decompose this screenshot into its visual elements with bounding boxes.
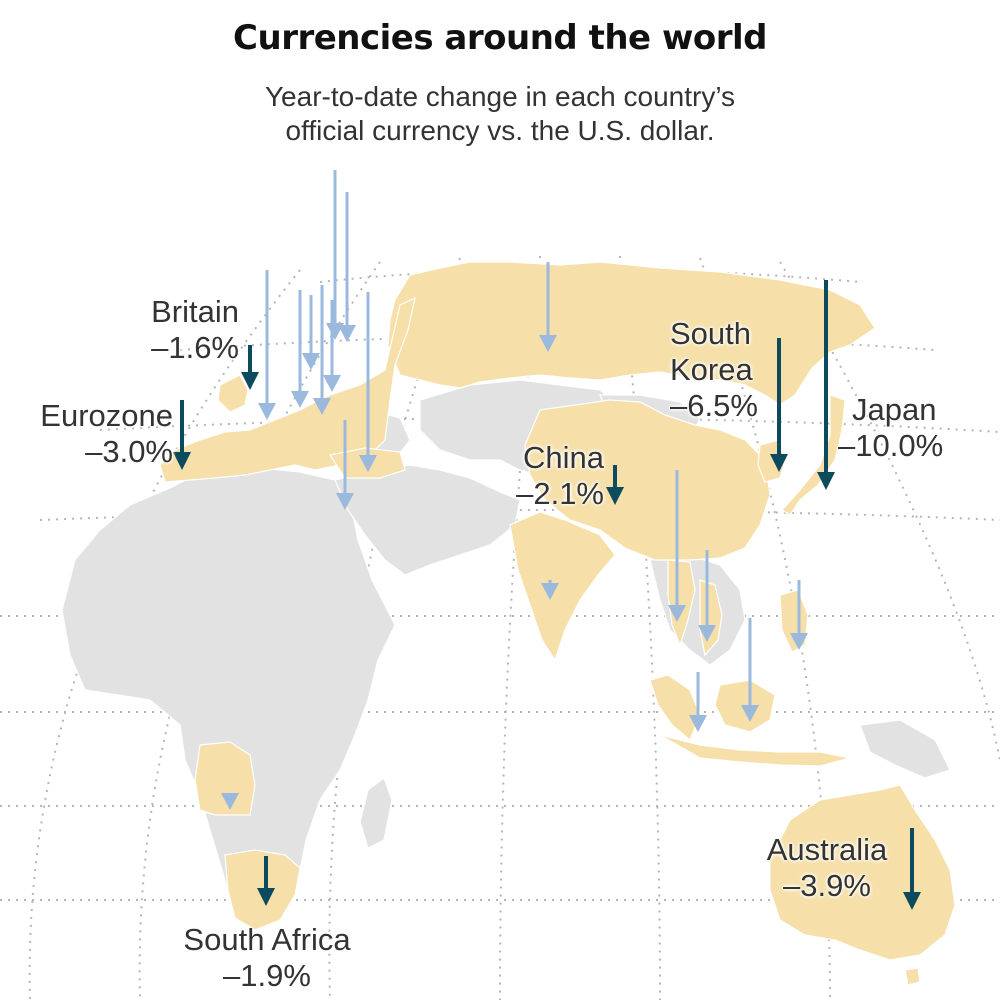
landmass-thailand — [667, 559, 696, 647]
label-china: China –2.1% — [516, 440, 604, 512]
label-britain: Britain –1.6% — [151, 294, 239, 366]
label-south-korea-name: South — [670, 316, 752, 351]
subtitle-line: official currency vs. the U.S. dollar. — [285, 115, 715, 146]
major-arrow-head — [770, 454, 788, 472]
minor-arrow — [258, 270, 276, 420]
label-britain-value: –1.6% — [151, 330, 239, 365]
landmass-indonesia — [659, 734, 851, 767]
label-china-name: China — [523, 440, 604, 475]
landmass-australia — [769, 784, 956, 961]
minor-arrow — [698, 550, 716, 642]
label-australia-name: Australia — [766, 832, 888, 867]
page-title: Currencies around the world — [233, 18, 767, 58]
landmass-philippines — [779, 589, 809, 653]
minor-arrow — [790, 580, 808, 650]
major-arrow — [770, 338, 788, 472]
minor-arrow-head — [689, 715, 707, 732]
minor-arrow — [326, 170, 344, 340]
landmass-tasmania — [904, 967, 921, 986]
minor-arrow — [302, 295, 320, 370]
minor-arrow-head — [221, 793, 239, 810]
major-arrow — [241, 345, 259, 390]
label-south-africa: South Africa –1.9% — [152, 922, 382, 994]
minor-arrow — [221, 793, 239, 810]
subtitle: Year-to-date change in each country’s of… — [0, 80, 1000, 148]
label-japan: Japan –10.0% — [838, 392, 943, 464]
minor-arrow-head — [539, 335, 557, 352]
major-arrow — [903, 828, 921, 910]
landmass-china — [524, 399, 771, 561]
land-highlighted — [159, 261, 956, 986]
minor-arrow — [313, 285, 331, 415]
landmass-russia — [387, 261, 876, 406]
minor-arrow-head — [338, 325, 356, 342]
minor-arrow — [323, 300, 341, 392]
arrows-major — [173, 280, 921, 910]
minor-arrow — [539, 262, 557, 352]
minor-arrow-head — [790, 633, 808, 650]
minor-arrow — [689, 672, 707, 732]
label-south-africa-value: –1.9% — [223, 958, 311, 993]
minor-arrow-head — [668, 605, 686, 622]
minor-arrow-head — [336, 493, 354, 510]
major-arrow-head — [257, 888, 275, 906]
minor-arrow-head — [291, 391, 309, 408]
major-arrow — [606, 465, 624, 505]
label-south-korea-name: Korea — [670, 352, 753, 387]
minor-arrow — [336, 420, 354, 510]
minor-arrow-head — [541, 583, 559, 600]
label-japan-name: Japan — [852, 392, 937, 427]
major-arrow — [257, 856, 275, 906]
label-china-value: –2.1% — [516, 476, 604, 511]
landmass-malaysia — [649, 674, 701, 741]
landmass-britain — [217, 374, 249, 413]
major-arrow-head — [817, 472, 835, 490]
major-arrow-head — [241, 372, 259, 390]
landmass-southeast-asia — [649, 554, 746, 666]
arrows-minor — [221, 170, 808, 810]
landmass-india — [509, 511, 616, 662]
major-arrow — [173, 400, 191, 470]
subtitle-line: Year-to-date change in each country’s — [264, 81, 736, 112]
minor-arrow — [359, 292, 377, 472]
major-arrow-head — [903, 892, 921, 910]
minor-arrow — [541, 580, 559, 600]
minor-arrow-head — [323, 375, 341, 392]
landmass-new-guinea — [859, 719, 951, 779]
minor-arrow — [741, 618, 759, 722]
landmass-angola — [194, 741, 256, 816]
landmass-africa — [61, 467, 396, 916]
label-australia-value: –3.9% — [783, 868, 871, 903]
minor-arrow-head — [258, 403, 276, 420]
minor-arrow-head — [302, 353, 320, 370]
label-britain-name: Britain — [151, 294, 239, 329]
minor-arrow-head — [359, 455, 377, 472]
major-arrow — [817, 280, 835, 490]
label-south-korea-value: –6.5% — [670, 388, 758, 423]
minor-arrow-head — [698, 625, 716, 642]
landmass-middle-east — [334, 464, 521, 576]
label-eurozone-name: Eurozone — [40, 398, 173, 433]
major-arrow-head — [173, 452, 191, 470]
major-arrow-head — [606, 487, 624, 505]
minor-arrow — [291, 290, 309, 408]
minor-arrow — [668, 470, 686, 622]
landmass-japan — [781, 394, 846, 516]
label-eurozone-value: –3.0% — [85, 434, 173, 469]
label-south-africa-name: South Africa — [183, 922, 351, 957]
minor-arrow-head — [313, 398, 331, 415]
landmass-madagascar — [359, 777, 393, 849]
label-eurozone: Eurozone –3.0% — [40, 398, 173, 470]
label-australia: Australia –3.9% — [752, 832, 902, 904]
label-japan-value: –10.0% — [838, 428, 944, 463]
minor-arrow — [338, 192, 356, 342]
minor-arrow-head — [741, 705, 759, 722]
label-south-korea: South Korea –6.5% — [670, 316, 758, 424]
